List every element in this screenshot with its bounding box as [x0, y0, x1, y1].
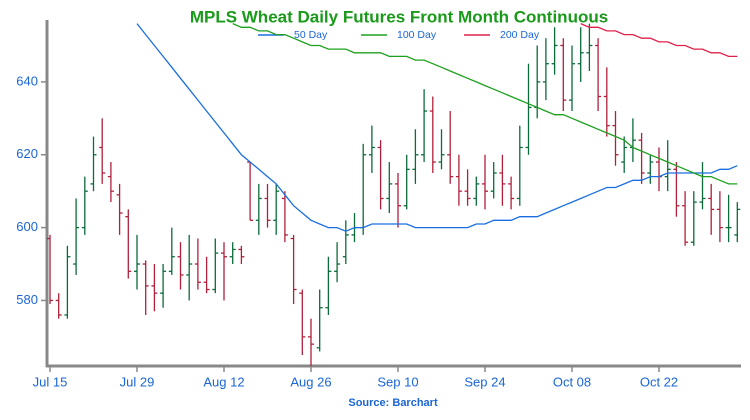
moving-average-line — [580, 23, 738, 58]
y-tick-label: 600 — [16, 219, 38, 234]
x-tick-label: Aug 26 — [290, 374, 331, 389]
legend-label: 100 Day — [397, 29, 437, 41]
source-label: Source: Barchart — [348, 397, 438, 409]
x-tick-label: Jul 15 — [33, 374, 68, 389]
x-tick-label: Sep 24 — [464, 374, 505, 389]
legend-label: 200 Day — [500, 29, 540, 41]
y-tick-label: 580 — [16, 292, 38, 307]
x-tick-label: Jul 29 — [120, 374, 155, 389]
x-tick-label: Aug 12 — [203, 374, 244, 389]
x-tick-label: Oct 08 — [553, 374, 591, 389]
moving-average-line — [232, 23, 738, 185]
x-tick-label: Oct 22 — [640, 374, 678, 389]
y-tick-label: 640 — [16, 73, 38, 88]
legend-label: 50 Day — [294, 29, 328, 41]
y-tick-label: 620 — [16, 146, 38, 161]
moving-average-line — [136, 23, 738, 232]
x-tick-label: Sep 10 — [377, 374, 418, 389]
chart-title: MPLS Wheat Daily Futures Front Month Con… — [190, 7, 608, 26]
